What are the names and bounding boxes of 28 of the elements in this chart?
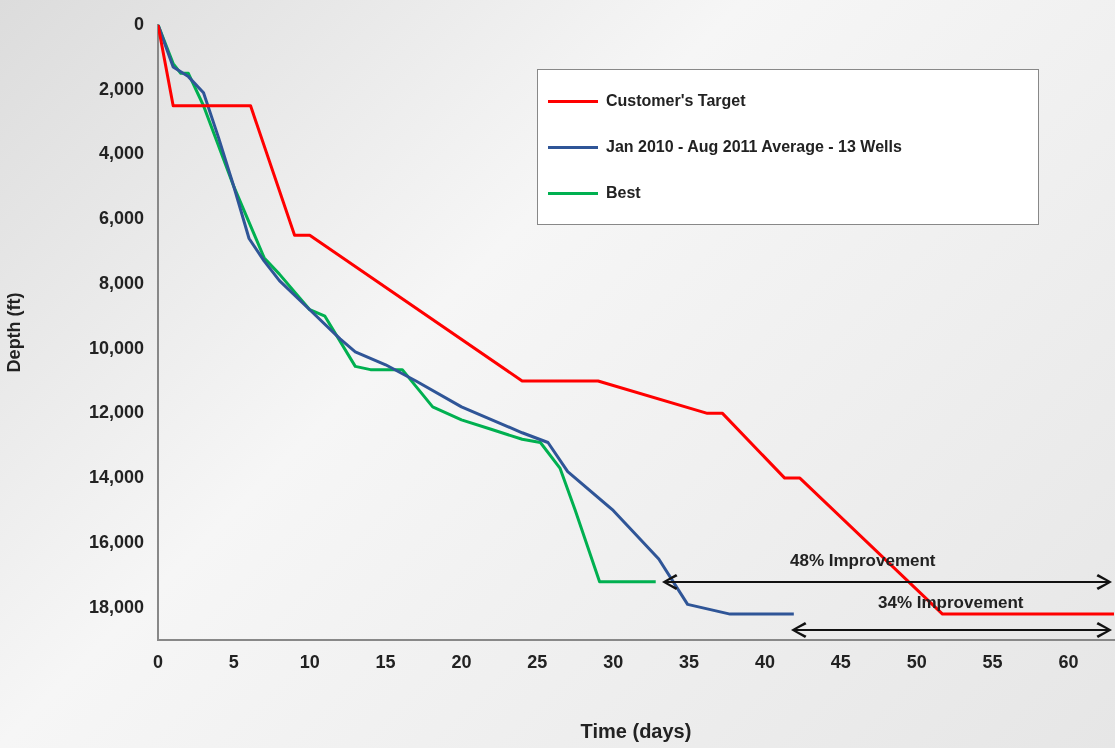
y-tick-label: 0	[133, 13, 144, 34]
x-tick-label: 30	[603, 651, 624, 672]
x-tick-label: 50	[906, 651, 927, 672]
y-tick-label: 12,000	[88, 402, 144, 423]
x-tick-label: 5	[228, 651, 239, 672]
legend-label: Customer's Target	[606, 92, 746, 110]
y-tick-label: 6,000	[98, 208, 144, 229]
x-tick-label: 35	[679, 651, 700, 672]
x-tick-label: 45	[830, 651, 851, 672]
y-tick-label: 8,000	[98, 272, 144, 293]
y-tick-label: 14,000	[88, 467, 144, 488]
x-tick-label: 20	[451, 651, 472, 672]
y-tick-label: 10,000	[88, 337, 144, 358]
x-tick-label: 10	[299, 651, 320, 672]
x-tick-label: 55	[982, 651, 1003, 672]
x-tick-label: 60	[1058, 651, 1079, 672]
x-tick-label: 40	[754, 651, 775, 672]
x-axis-title: Time (days)	[580, 719, 692, 742]
x-tick-label: 15	[375, 651, 396, 672]
x-tick-label: 0	[152, 651, 164, 672]
y-tick-label: 2,000	[98, 78, 144, 99]
x-tick-label: 25	[527, 651, 548, 672]
legend-label: Jan 2010 - Aug 2011 Average - 13 Wells	[606, 138, 902, 156]
y-axis-title: Depth (ft)	[3, 292, 24, 373]
y-tick-label: 4,000	[98, 143, 144, 164]
legend-label: Best	[606, 184, 641, 202]
y-tick-label: 16,000	[88, 531, 144, 552]
y-tick-label: 18,000	[88, 596, 144, 617]
